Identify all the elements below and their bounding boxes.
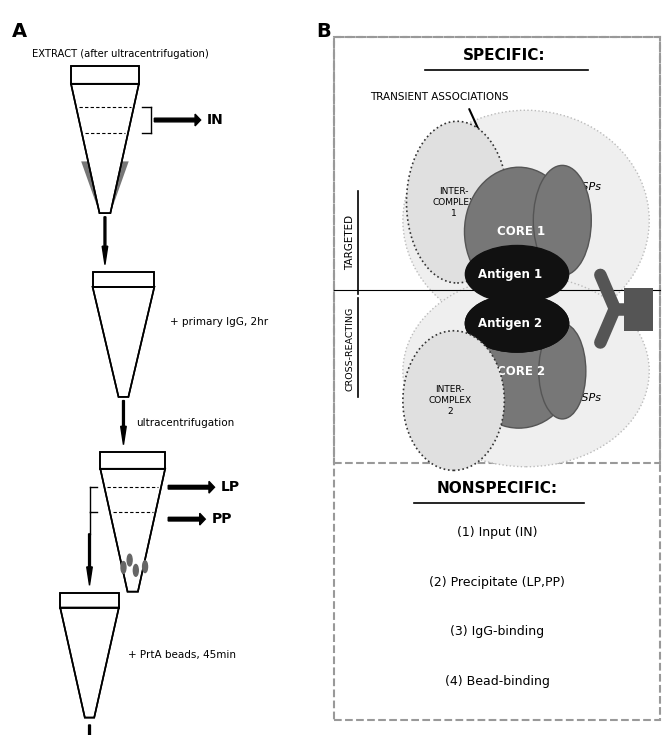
Text: (1) Input (IN): (1) Input (IN) — [457, 526, 537, 539]
Polygon shape — [93, 287, 154, 397]
Text: Antigen 2: Antigen 2 — [478, 317, 541, 330]
Circle shape — [121, 562, 126, 573]
Ellipse shape — [407, 121, 508, 283]
Text: CORE 2: CORE 2 — [497, 365, 545, 378]
Polygon shape — [101, 469, 165, 592]
Text: INTER-
COMPLEX
1: INTER- COMPLEX 1 — [432, 187, 475, 218]
FancyArrow shape — [168, 513, 205, 525]
Ellipse shape — [466, 295, 568, 352]
Polygon shape — [60, 592, 119, 608]
Ellipse shape — [403, 110, 650, 331]
Text: HSPs: HSPs — [574, 182, 602, 193]
FancyArrow shape — [121, 401, 126, 445]
Ellipse shape — [403, 276, 650, 467]
Ellipse shape — [466, 245, 568, 303]
Polygon shape — [101, 452, 165, 469]
Text: + primary IgG, 2hr: + primary IgG, 2hr — [170, 317, 268, 327]
Text: (2) Precipitate (LP,PP): (2) Precipitate (LP,PP) — [429, 576, 565, 589]
Text: Antigen 2: Antigen 2 — [478, 317, 541, 330]
Text: CORE 1: CORE 1 — [497, 225, 545, 238]
Text: TARGETED: TARGETED — [346, 215, 356, 270]
Text: A: A — [12, 22, 28, 41]
Text: ultracentrifugation: ultracentrifugation — [136, 417, 234, 428]
Text: LP: LP — [221, 480, 240, 494]
Text: B: B — [316, 22, 331, 41]
FancyArrow shape — [87, 725, 93, 735]
FancyArrow shape — [102, 217, 108, 265]
Text: CROSS-REACTING: CROSS-REACTING — [346, 307, 355, 391]
Text: HSPs: HSPs — [574, 393, 602, 404]
Ellipse shape — [466, 295, 568, 352]
Polygon shape — [93, 272, 154, 287]
Ellipse shape — [403, 331, 505, 470]
Polygon shape — [71, 84, 139, 213]
Text: INTER-
COMPLEX
2: INTER- COMPLEX 2 — [428, 385, 472, 416]
Text: Antigen 1: Antigen 1 — [478, 268, 541, 281]
Text: NONSPECIFIC:: NONSPECIFIC: — [437, 481, 558, 496]
Text: (3) IgG-binding: (3) IgG-binding — [450, 625, 544, 639]
Polygon shape — [93, 287, 154, 397]
Ellipse shape — [533, 165, 591, 276]
Text: PP: PP — [211, 512, 232, 526]
Bar — [624, 288, 653, 331]
Ellipse shape — [464, 168, 573, 295]
Polygon shape — [71, 84, 139, 213]
Text: (4) Bead-binding: (4) Bead-binding — [445, 675, 550, 689]
Ellipse shape — [539, 323, 586, 419]
Text: + PrtA beads, 45min: + PrtA beads, 45min — [128, 650, 236, 660]
Polygon shape — [71, 66, 139, 84]
Circle shape — [127, 554, 132, 566]
Polygon shape — [60, 608, 119, 706]
Polygon shape — [81, 162, 129, 213]
Circle shape — [134, 564, 138, 576]
FancyArrow shape — [168, 481, 215, 493]
Polygon shape — [101, 469, 165, 573]
Polygon shape — [60, 608, 119, 717]
Text: SPECIFIC:: SPECIFIC: — [463, 48, 546, 62]
FancyArrow shape — [154, 114, 201, 126]
Ellipse shape — [464, 315, 573, 428]
Text: IN: IN — [207, 113, 223, 127]
Circle shape — [143, 561, 148, 573]
Text: TRANSIENT ASSOCIATIONS: TRANSIENT ASSOCIATIONS — [370, 92, 509, 102]
Text: EXTRACT (after ultracentrifugation): EXTRACT (after ultracentrifugation) — [32, 49, 209, 59]
FancyArrow shape — [87, 534, 93, 585]
